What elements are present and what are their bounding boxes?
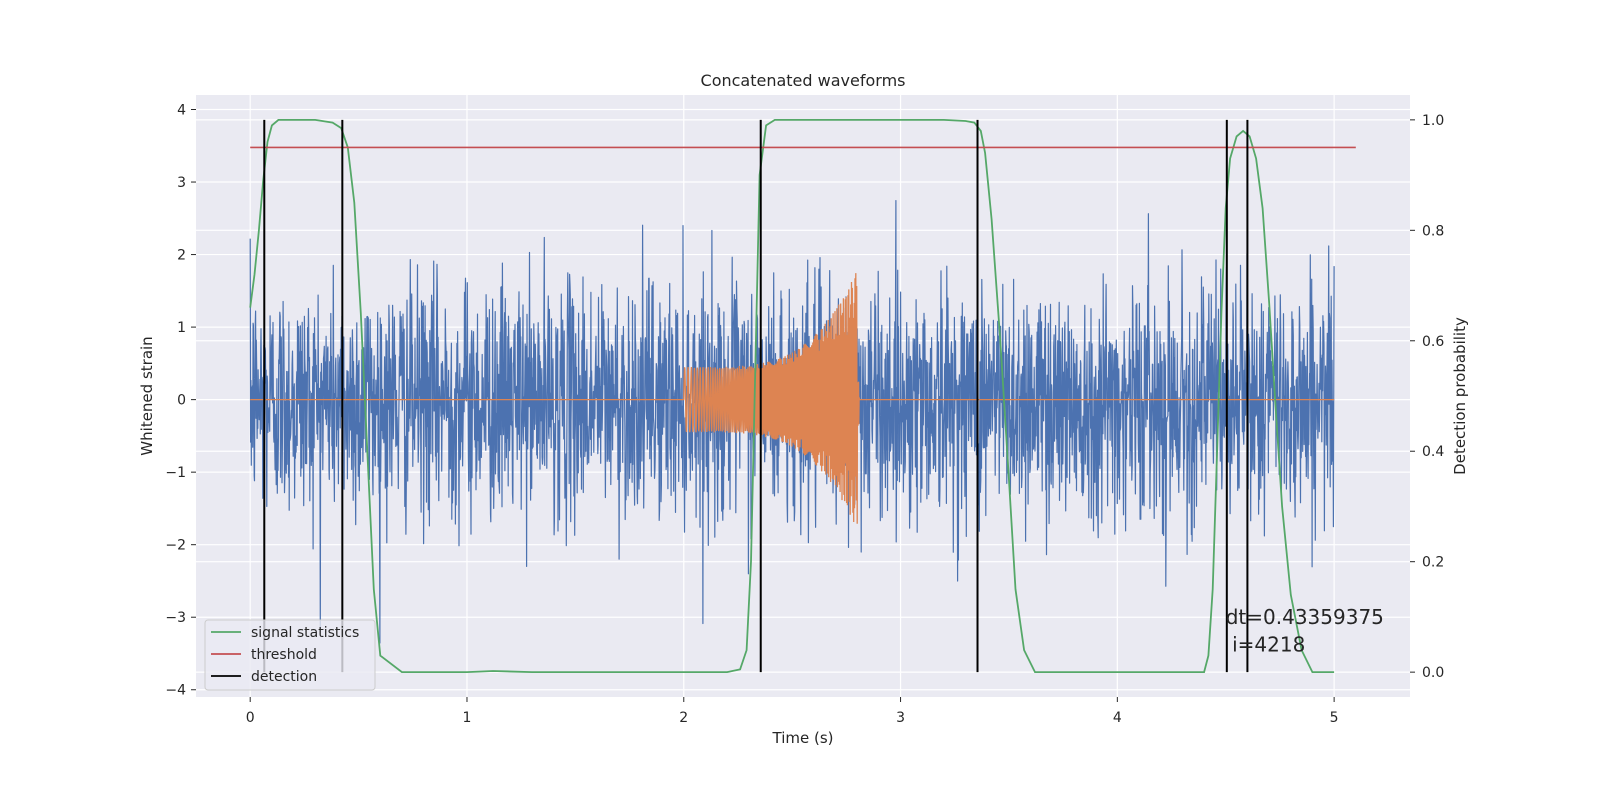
legend-entry-signal-statistics: signal statistics: [251, 625, 359, 641]
y-right-tick-label: 0.0: [1422, 665, 1444, 681]
x-tick-label: 2: [679, 710, 688, 726]
x-tick-label: 5: [1330, 710, 1339, 726]
probability-series: [249, 119, 1356, 673]
y-right-tick-label: 0.6: [1422, 334, 1444, 350]
legend-entry-threshold: threshold: [251, 647, 317, 663]
legend-entry-detection: detection: [251, 669, 317, 685]
y-tick-label: −2: [165, 538, 186, 554]
y-right-tick-label: 0.4: [1422, 444, 1444, 460]
y-axis-right-label: Detection probability: [1451, 317, 1469, 475]
y-right-tick-label: 0.8: [1422, 223, 1444, 239]
y-right-tick-label: 1.0: [1422, 113, 1444, 129]
ticks: 0 1 2 3 4 5 −4 −3 −2 −1 0 1 2 3 4 0.0 0.2 0.4 0.6 0.8 1.0: [165, 103, 1444, 726]
y-tick-label: 3: [177, 175, 186, 191]
legend-box: [204, 619, 376, 691]
x-tick-label: 0: [246, 710, 255, 726]
series-chirp: [250, 273, 1335, 524]
annotation-dt: dt=0.43359375: [1226, 605, 1384, 629]
y-tick-label: −3: [165, 610, 186, 626]
y-tick-label: 0: [177, 393, 186, 409]
y-axis-label: Whitened strain: [138, 336, 156, 455]
y-right-tick-label: 0.2: [1422, 555, 1444, 571]
x-tick-label: 3: [896, 710, 905, 726]
x-axis-label: Time (s): [772, 729, 834, 747]
noise-line: [249, 200, 1335, 644]
y-tick-label: 4: [177, 103, 186, 119]
y-tick-label: −1: [165, 465, 186, 481]
y-tick-label: 1: [177, 320, 186, 336]
y-tick-label: −4: [165, 683, 186, 699]
legend: signal statistics threshold detection: [204, 619, 376, 691]
chart-title: Concatenated waveforms: [701, 71, 906, 90]
annotation-i: i=4218: [1226, 633, 1306, 657]
chirp-line: [250, 273, 1335, 524]
series-noise: [249, 200, 1335, 644]
y-tick-label: 2: [177, 248, 186, 264]
x-tick-label: 4: [1113, 710, 1122, 726]
x-tick-label: 1: [463, 710, 472, 726]
